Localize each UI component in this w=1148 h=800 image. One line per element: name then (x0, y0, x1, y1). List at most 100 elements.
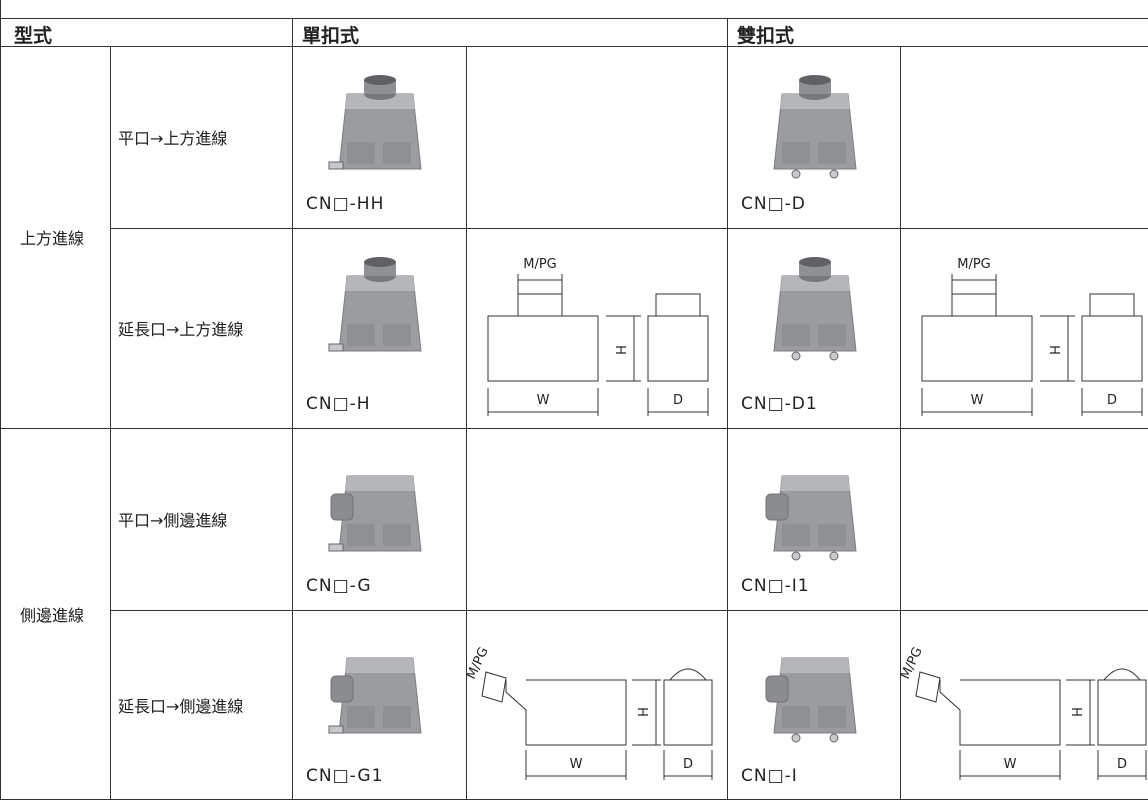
path (345, 658, 415, 673)
header-cell: 型式 (14, 25, 53, 47)
port-outline (669, 668, 707, 681)
model-code: CN□-I1 (741, 576, 810, 596)
grid-line (466, 46, 467, 800)
rect (818, 324, 846, 346)
rect (330, 675, 354, 703)
dimension-label: D (1107, 393, 1117, 408)
body-outline (921, 315, 1033, 382)
ellipse (364, 75, 396, 85)
rect (383, 706, 411, 728)
dimension-label: W (570, 757, 583, 772)
grid-line (110, 46, 111, 800)
rect (383, 324, 411, 346)
grid-line (0, 0, 1, 800)
port-outline (517, 293, 563, 317)
housing-illustration (328, 257, 422, 352)
dimension-diagram: M/PG H W D (487, 257, 709, 416)
model-code: CN□-D1 (741, 394, 818, 414)
rect (818, 142, 846, 164)
circle (829, 351, 839, 361)
dimension-label: D (683, 757, 693, 772)
grid-line (110, 610, 1148, 611)
dimension-label: M/PG (957, 257, 991, 272)
rect (347, 524, 375, 546)
rect (328, 343, 344, 352)
path (345, 94, 415, 109)
circle (829, 733, 839, 743)
grid-line (110, 228, 1148, 229)
row-label: 延長口→側邊進線 (118, 697, 244, 716)
housing-illustration (765, 475, 857, 561)
dimension-label: M/PG (523, 257, 557, 272)
side-outline (1081, 315, 1143, 382)
rect (383, 524, 411, 546)
housing-illustration (328, 657, 422, 734)
rect (765, 675, 789, 703)
dimension-label: M/PG (464, 645, 492, 682)
circle (791, 351, 801, 361)
group-label: 側邊進線 (20, 606, 85, 625)
port-outline (1089, 293, 1135, 317)
row-label: 平口→上方進線 (118, 129, 228, 148)
model-code: CN□-H (306, 394, 371, 414)
body-outline (505, 679, 627, 746)
header-cell: 雙扣式 (737, 25, 795, 47)
rect (765, 493, 789, 521)
circle (829, 169, 839, 179)
port-outline (481, 671, 507, 703)
row-label: 延長口→上方進線 (118, 320, 244, 339)
rect (782, 706, 810, 728)
port-outline (915, 671, 941, 703)
housing-illustration (773, 257, 857, 361)
rect (818, 706, 846, 728)
side-outline (1097, 679, 1147, 746)
housing-illustration (328, 475, 422, 552)
group-label: 上方進線 (20, 229, 85, 248)
dimension-label: W (971, 393, 984, 408)
path (780, 94, 850, 109)
circle (829, 551, 839, 561)
model-code: CN□-G (306, 576, 372, 596)
dimension-label: H (1046, 345, 1061, 355)
ellipse (364, 257, 396, 267)
row-label: 平口→側邊進線 (118, 511, 228, 530)
path (780, 276, 850, 291)
grid-line (727, 18, 728, 800)
grid-line (0, 428, 1148, 429)
path (780, 476, 850, 491)
housing-illustration (328, 75, 422, 170)
grid-line (0, 18, 1148, 19)
circle (791, 551, 801, 561)
dimension-diagram: M/PG H W D (921, 257, 1143, 416)
model-code: CN□-HH (306, 194, 385, 214)
rect (782, 142, 810, 164)
model-code: CN□-I (741, 766, 798, 786)
rect (383, 142, 411, 164)
body-outline (487, 315, 599, 382)
rect (818, 524, 846, 546)
dimension-label: W (1004, 757, 1017, 772)
housing-illustration (773, 75, 857, 179)
rect (347, 706, 375, 728)
circle (791, 733, 801, 743)
rect (782, 524, 810, 546)
dimension-label: M/PG (898, 645, 926, 682)
path (780, 658, 850, 673)
port-outline (951, 293, 997, 317)
port-outline (655, 293, 701, 317)
ellipse (799, 257, 831, 267)
rect (328, 161, 344, 170)
path (345, 276, 415, 291)
grid-line (900, 46, 901, 800)
side-outline (647, 315, 709, 382)
rect (328, 543, 344, 552)
body-outline (939, 679, 1061, 746)
rect (347, 324, 375, 346)
dimension-diagram: M/PG H W D (898, 645, 1147, 780)
dimension-diagram: M/PG H W D (464, 645, 713, 780)
port-outline (1103, 668, 1141, 681)
dimension-label: D (673, 393, 683, 408)
model-code: CN□-G1 (306, 766, 384, 786)
housing-illustration (765, 657, 857, 743)
